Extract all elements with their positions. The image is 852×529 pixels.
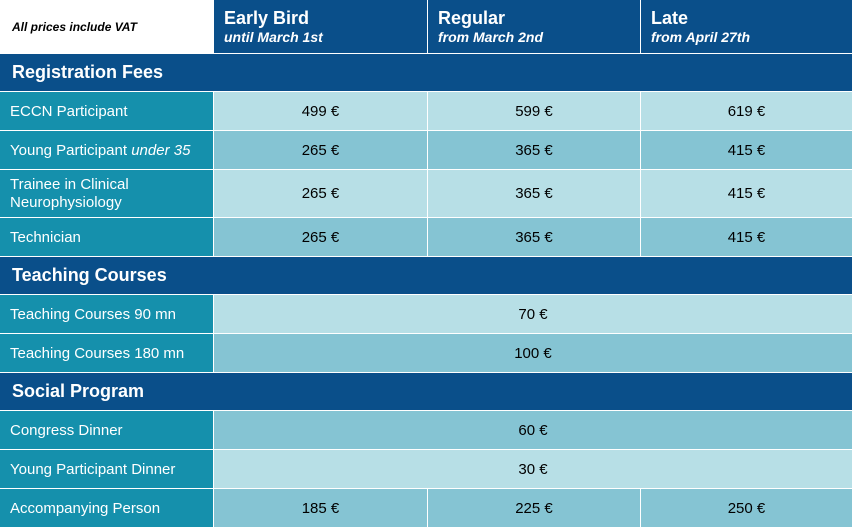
price-cell: 365 € — [428, 170, 641, 218]
table-header: All prices include VAT Early Bird until … — [0, 0, 852, 54]
price-cell: 265 € — [214, 170, 428, 218]
row-label: Congress Dinner — [0, 411, 214, 450]
column-header-late: Late from April 27th — [641, 0, 852, 54]
price-cell: 499 € — [214, 92, 428, 131]
price-cell: 265 € — [214, 218, 428, 257]
price-cell: 225 € — [428, 489, 641, 528]
price-cell: 415 € — [641, 170, 852, 218]
price-cell: 365 € — [428, 218, 641, 257]
row-label: Trainee in Clinical Neurophysiology — [0, 170, 214, 218]
section-teaching-courses: Teaching Courses — [0, 257, 852, 295]
row-label: Accompanying Person — [0, 489, 214, 528]
table-row: Trainee in Clinical Neurophysiology 265 … — [0, 170, 852, 218]
price-cell: 250 € — [641, 489, 852, 528]
table-row: Teaching Courses 180 mn 100 € — [0, 334, 852, 373]
table-row: Congress Dinner 60 € — [0, 411, 852, 450]
price-cell: 265 € — [214, 131, 428, 170]
table-row: Young Participant under 35 265 € 365 € 4… — [0, 131, 852, 170]
column-title: Late — [651, 7, 689, 28]
row-label: Young Participant Dinner — [0, 450, 214, 489]
row-label: Teaching Courses 180 mn — [0, 334, 214, 373]
column-title: Early Bird — [224, 7, 310, 28]
price-cell: 619 € — [641, 92, 852, 131]
column-header-early-bird: Early Bird until March 1st — [214, 0, 428, 54]
price-cell: 365 € — [428, 131, 641, 170]
table-row: Young Participant Dinner 30 € — [0, 450, 852, 489]
table-row: Technician 265 € 365 € 415 € — [0, 218, 852, 257]
price-cell: 415 € — [641, 218, 852, 257]
row-label: Teaching Courses 90 mn — [0, 295, 214, 334]
row-label: Technician — [0, 218, 214, 257]
section-social-program: Social Program — [0, 373, 852, 411]
row-label: Young Participant under 35 — [0, 131, 214, 170]
price-cell: 599 € — [428, 92, 641, 131]
column-subtitle: from April 27th — [651, 28, 751, 45]
column-subtitle: until March 1st — [224, 28, 323, 45]
column-title: Regular — [438, 7, 506, 28]
section-registration-fees: Registration Fees — [0, 54, 852, 92]
row-label-qualifier: under 35 — [131, 141, 191, 159]
column-subtitle: from March 2nd — [438, 28, 544, 45]
row-label-text: Young Participant — [10, 141, 128, 159]
price-cell: 30 € — [214, 450, 852, 489]
price-cell: 100 € — [214, 334, 852, 373]
price-cell: 415 € — [641, 131, 852, 170]
table-row: Accompanying Person 185 € 225 € 250 € — [0, 489, 852, 528]
table-row: Teaching Courses 90 mn 70 € — [0, 295, 852, 334]
price-cell: 60 € — [214, 411, 852, 450]
table-row: ECCN Participant 499 € 599 € 619 € — [0, 92, 852, 131]
vat-note: All prices include VAT — [0, 0, 214, 54]
row-label: ECCN Participant — [0, 92, 214, 131]
column-header-regular: Regular from March 2nd — [428, 0, 641, 54]
price-cell: 185 € — [214, 489, 428, 528]
price-cell: 70 € — [214, 295, 852, 334]
